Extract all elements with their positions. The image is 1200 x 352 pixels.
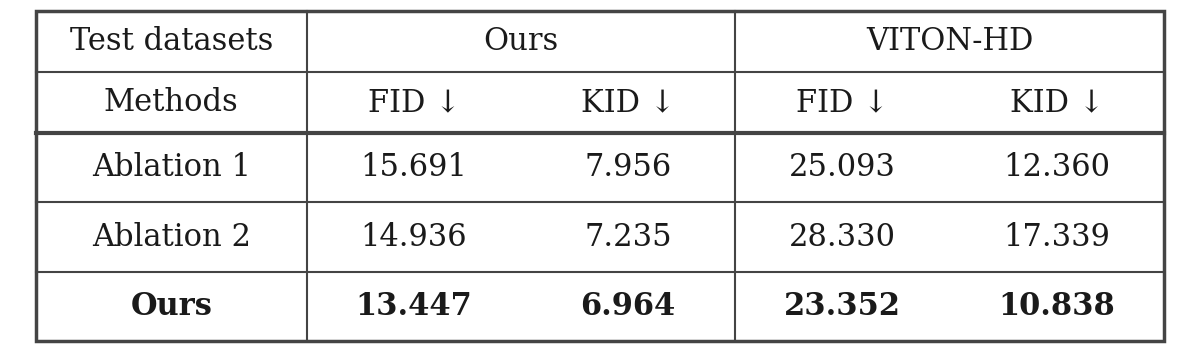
- Text: FID ↓: FID ↓: [797, 87, 889, 118]
- Text: Ablation 1: Ablation 1: [92, 152, 251, 183]
- Text: Methods: Methods: [104, 87, 239, 118]
- Text: Ours: Ours: [484, 26, 559, 57]
- Text: Test datasets: Test datasets: [70, 26, 274, 57]
- Text: 6.964: 6.964: [581, 291, 676, 322]
- Text: 12.360: 12.360: [1003, 152, 1110, 183]
- Text: 7.956: 7.956: [584, 152, 672, 183]
- Text: 23.352: 23.352: [784, 291, 901, 322]
- Text: KID ↓: KID ↓: [581, 87, 676, 118]
- Text: 17.339: 17.339: [1003, 222, 1110, 253]
- Text: VITON-HD: VITON-HD: [866, 26, 1033, 57]
- Text: 7.235: 7.235: [584, 222, 672, 253]
- Text: FID ↓: FID ↓: [367, 87, 460, 118]
- Text: 14.936: 14.936: [360, 222, 467, 253]
- Text: 13.447: 13.447: [355, 291, 473, 322]
- Text: KID ↓: KID ↓: [1009, 87, 1104, 118]
- Text: 25.093: 25.093: [790, 152, 896, 183]
- Text: 10.838: 10.838: [998, 291, 1115, 322]
- Text: Ablation 2: Ablation 2: [92, 222, 251, 253]
- Text: 15.691: 15.691: [360, 152, 467, 183]
- Text: 28.330: 28.330: [790, 222, 896, 253]
- Text: Ours: Ours: [131, 291, 212, 322]
